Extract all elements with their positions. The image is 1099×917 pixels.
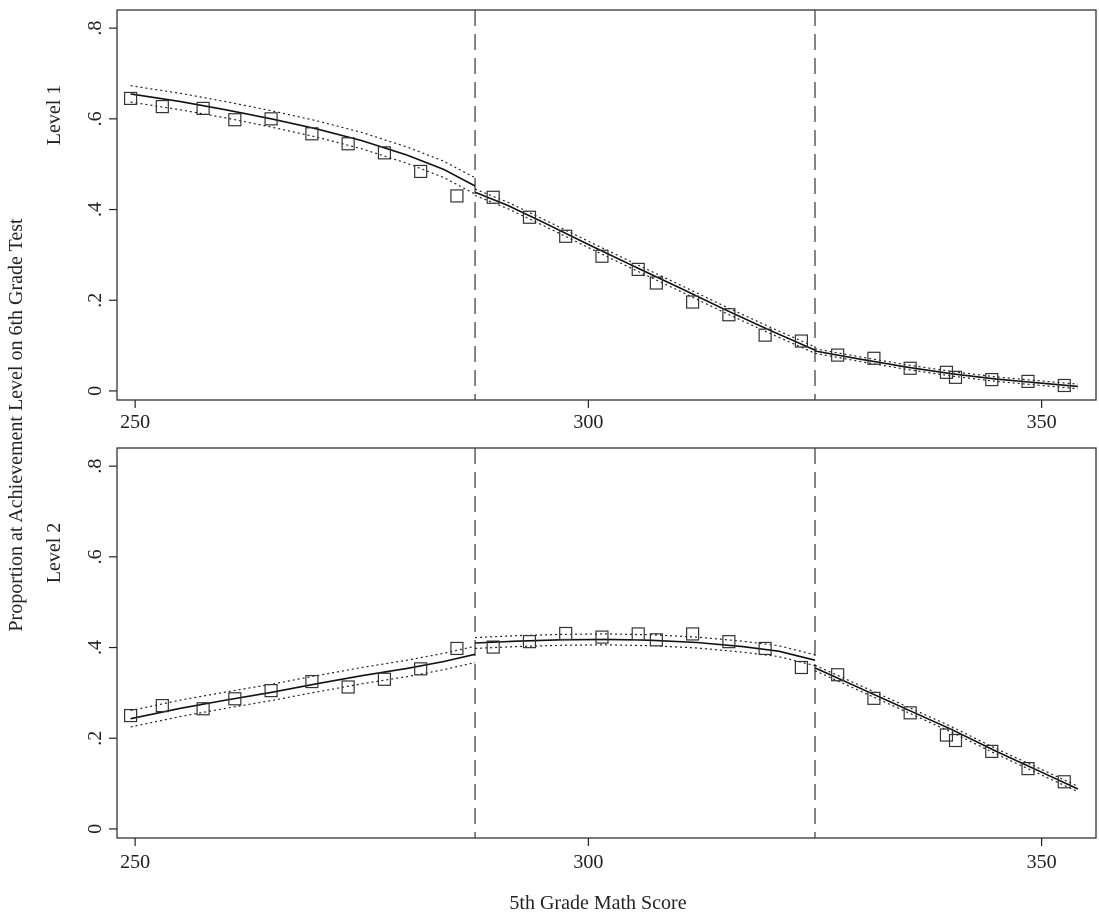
data-point <box>595 249 609 263</box>
panel-label: Level 1 <box>43 85 65 146</box>
ci-upper <box>814 348 1078 385</box>
data-point <box>867 351 881 365</box>
fit-line <box>814 667 1079 790</box>
data-point <box>985 372 999 387</box>
data-point <box>631 627 645 641</box>
fit-line <box>130 653 476 720</box>
x-axis-title: 5th Grade Math Score <box>509 892 686 914</box>
data-point <box>196 101 210 116</box>
y-tick-label: .2 <box>84 731 106 746</box>
data-point <box>305 674 319 689</box>
ci-lower <box>474 194 816 354</box>
panel-label: Level 2 <box>43 523 65 584</box>
data-point <box>794 660 808 675</box>
data-point <box>722 635 736 649</box>
ci-upper <box>475 633 816 656</box>
data-point <box>559 626 573 641</box>
data-point <box>522 210 537 224</box>
data-point <box>305 127 319 141</box>
y-tick-label: 0 <box>84 386 106 396</box>
data-point <box>948 733 963 748</box>
panel-level-1: 0 .2 .4 .6 .8 250 300 350 Level 1 <box>43 9 1097 433</box>
x-tick-label: 300 <box>573 851 603 873</box>
data-point <box>948 370 963 384</box>
data-point <box>123 91 138 106</box>
data-point <box>903 706 917 720</box>
data-point <box>649 276 663 290</box>
data-point <box>196 702 210 716</box>
data-point <box>377 146 392 160</box>
data-point <box>486 190 500 204</box>
data-point <box>831 668 845 682</box>
y-tick-label: 0 <box>84 824 106 834</box>
data-point <box>722 308 736 322</box>
data-point <box>486 640 500 654</box>
data-point <box>414 662 428 676</box>
data-point <box>867 691 881 705</box>
fit-line <box>130 93 476 187</box>
y-tick-label: .8 <box>84 459 106 474</box>
x-tick-label: 350 <box>1027 851 1057 873</box>
plot-frame <box>116 447 1097 839</box>
data-point <box>559 229 573 243</box>
data-point <box>264 684 278 698</box>
data-point <box>228 113 242 127</box>
y-tick-label: .2 <box>84 293 106 308</box>
ci-lower <box>130 101 476 195</box>
fit-line <box>475 638 816 661</box>
ci-lower <box>814 670 1079 793</box>
data-point <box>595 630 609 644</box>
ci-upper <box>814 664 1079 787</box>
data-point <box>341 680 355 694</box>
data-point <box>939 365 954 379</box>
data-point <box>264 112 278 126</box>
data-point <box>758 328 772 342</box>
y-tick-label: .6 <box>84 111 106 126</box>
data-point <box>794 334 808 348</box>
y-tick-label: .4 <box>84 202 106 217</box>
data-point <box>155 698 169 713</box>
data-point <box>123 708 138 723</box>
ci-upper <box>474 188 816 348</box>
data-point <box>450 189 464 203</box>
data-point <box>631 262 645 276</box>
data-point <box>1021 374 1035 389</box>
data-point <box>686 627 700 641</box>
data-point <box>155 99 169 114</box>
data-point <box>228 692 242 706</box>
data-point <box>1021 762 1035 776</box>
data-point <box>450 641 464 656</box>
ci-upper <box>130 85 476 179</box>
x-tick-label: 250 <box>120 411 150 433</box>
data-point <box>649 633 663 647</box>
data-point <box>985 744 999 758</box>
data-point <box>414 164 428 179</box>
ci-lower <box>130 661 476 728</box>
data-point <box>831 348 845 362</box>
data-point <box>686 295 700 309</box>
y-axis-title: Proportion at Achievement Level on 6th G… <box>5 218 27 632</box>
data-point <box>1057 378 1071 393</box>
x-tick-label: 250 <box>120 851 150 873</box>
y-tick-label: .4 <box>84 640 106 655</box>
y-tick-label: .8 <box>84 21 106 36</box>
x-tick-label: 300 <box>573 411 603 433</box>
data-point <box>341 137 355 151</box>
panel-level-2: 0 .2 .4 .6 .8 250 300 350 Level 2 <box>43 447 1097 873</box>
y-tick-label: .6 <box>84 549 106 564</box>
ci-upper <box>130 645 476 712</box>
data-point <box>1057 775 1071 789</box>
data-point <box>377 672 392 686</box>
data-point <box>758 641 772 656</box>
x-tick-label: 350 <box>1027 411 1057 433</box>
data-point <box>522 635 537 649</box>
fit-line <box>474 191 816 351</box>
fit-line <box>814 350 1078 388</box>
plot-frame <box>116 9 1097 401</box>
ci-lower <box>814 352 1078 390</box>
data-point <box>903 361 917 375</box>
